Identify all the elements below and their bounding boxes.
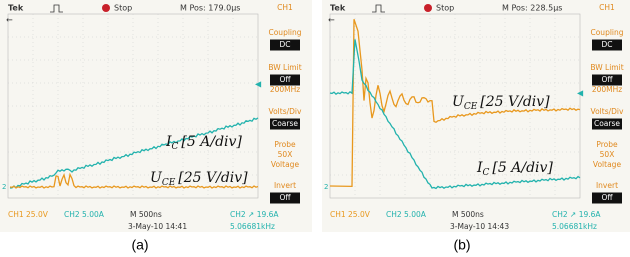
channel-marker: 2 <box>324 183 328 191</box>
menu-item: Volts/Div <box>269 107 302 116</box>
label-scale: [5 A/div] <box>181 134 242 150</box>
menu-item: Coupling <box>590 28 623 37</box>
menu-item: BW Limit <box>268 63 301 72</box>
ch1-scale: CH1 25.0V <box>330 210 371 219</box>
menu-item: Volts/Div <box>591 107 624 116</box>
menu-channel: CH1 <box>599 3 615 12</box>
menu-item: Voltage <box>271 160 300 169</box>
trigger-setting: CH2 ↗ 19.6A <box>552 210 601 219</box>
status: Stop <box>114 4 132 13</box>
scope-panel: Tek Stop M Pos: 228.5μs CH1 ← ◀ Coupling DC BW L… <box>322 0 630 253</box>
menu-item: 200MHz <box>592 85 622 94</box>
label-subscript: CE <box>464 102 478 112</box>
menu-value: Off <box>279 193 291 202</box>
menu-item: Invert <box>596 181 618 190</box>
status: Stop <box>436 4 454 13</box>
menu-value: Off <box>601 75 613 84</box>
timebase: M 500ns <box>130 210 162 219</box>
label-subscript: C <box>172 142 179 152</box>
ch2-scale: CH2 5.00A <box>386 210 427 219</box>
menu-item: 200MHz <box>270 85 300 94</box>
screen-background <box>0 0 312 232</box>
menu-item: Coupling <box>268 28 301 37</box>
level-arrow: ◀ <box>255 80 262 89</box>
position: M Pos: 179.0μs <box>180 4 240 13</box>
figure: Tek Stop M Pos: 179.0μs CH1 ← ◀ Coupling DC BW L… <box>0 0 630 257</box>
stop-indicator <box>424 4 432 12</box>
position: M Pos: 228.5μs <box>502 4 562 13</box>
frequency: 5.06681kHz <box>552 222 597 231</box>
brand: Tek <box>330 4 346 13</box>
menu-value: Coarse <box>272 119 298 128</box>
trigger-arrow: ← <box>328 16 335 25</box>
menu-item: 50X <box>278 150 293 159</box>
scope-panel: Tek Stop M Pos: 179.0μs CH1 ← ◀ Coupling DC BW L… <box>0 0 312 253</box>
screen-background <box>322 0 630 232</box>
label-scale: [25 V/div] <box>480 94 550 110</box>
ch2-scale: CH2 5.00A <box>64 210 105 219</box>
menu-value: Off <box>601 193 613 202</box>
menu-item: Probe <box>596 140 618 149</box>
label-subscript: C <box>483 168 490 178</box>
ch1-scale: CH1 25.0V <box>8 210 49 219</box>
channel-marker: 2 <box>2 183 6 191</box>
level-arrow: ◀ <box>577 89 584 98</box>
stop-indicator <box>102 4 110 12</box>
caption: (a) <box>131 237 148 253</box>
menu-channel: CH1 <box>277 3 293 12</box>
brand: Tek <box>8 4 24 13</box>
label-scale: [25 V/div] <box>178 170 248 186</box>
menu-value: DC <box>279 40 290 49</box>
frequency: 5.06681kHz <box>230 222 275 231</box>
caption: (b) <box>453 237 470 253</box>
date: 3-May-10 14:41 <box>128 222 187 231</box>
trigger-setting: CH2 ↗ 19.6A <box>230 210 279 219</box>
label-scale: [5 A/div] <box>492 160 553 176</box>
menu-item: BW Limit <box>590 63 623 72</box>
menu-value: DC <box>601 40 612 49</box>
menu-value: Coarse <box>594 119 620 128</box>
menu-item: Invert <box>274 181 296 190</box>
menu-value: Off <box>279 75 291 84</box>
menu-item: 50X <box>600 150 615 159</box>
menu-item: Voltage <box>593 160 622 169</box>
trigger-arrow: ← <box>6 16 13 25</box>
menu-item: Probe <box>274 140 296 149</box>
label-subscript: CE <box>162 178 176 188</box>
date: 3-May-10 14:43 <box>450 222 509 231</box>
timebase: M 500ns <box>452 210 484 219</box>
